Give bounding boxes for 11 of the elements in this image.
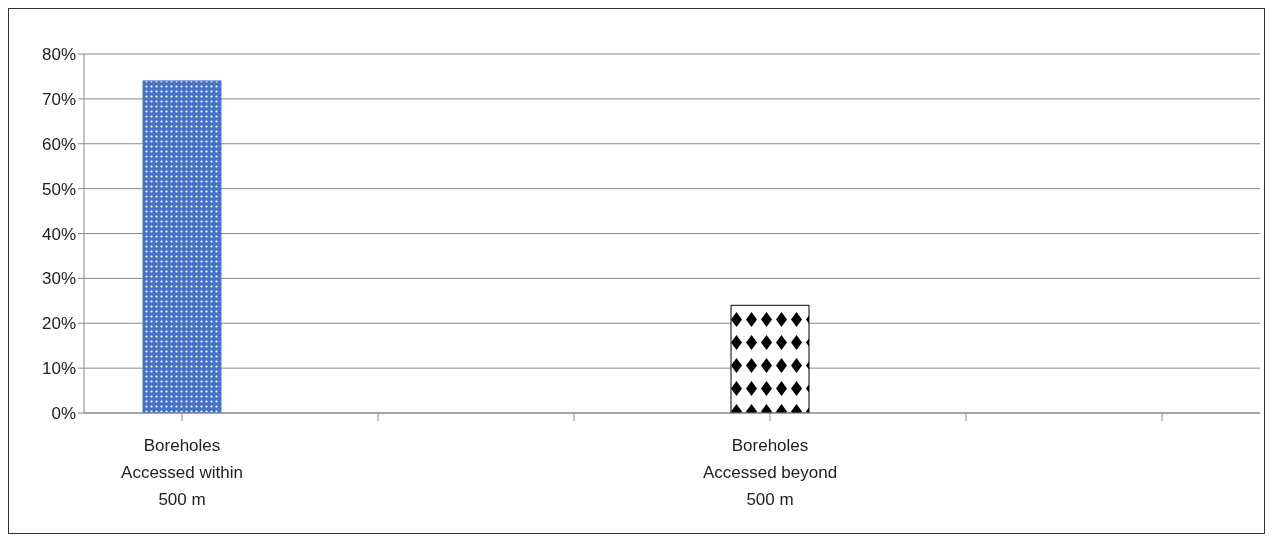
y-tick-label: 0%: [51, 404, 76, 424]
y-tick-label: 40%: [41, 224, 76, 244]
y-tick-label: 20%: [41, 314, 76, 334]
y-tick-label: 10%: [41, 359, 76, 379]
y-tick-label: 60%: [41, 134, 76, 154]
y-tick-label: 80%: [41, 45, 76, 65]
x-tick-label: Boreholes Accessed within 500 m: [121, 436, 243, 509]
y-tick-label: 50%: [41, 179, 76, 199]
x-tick-label: Boreholes Accessed beyond 500 m: [702, 436, 838, 509]
y-tick-label: 30%: [41, 269, 76, 289]
y-tick-label: 70%: [41, 89, 76, 109]
